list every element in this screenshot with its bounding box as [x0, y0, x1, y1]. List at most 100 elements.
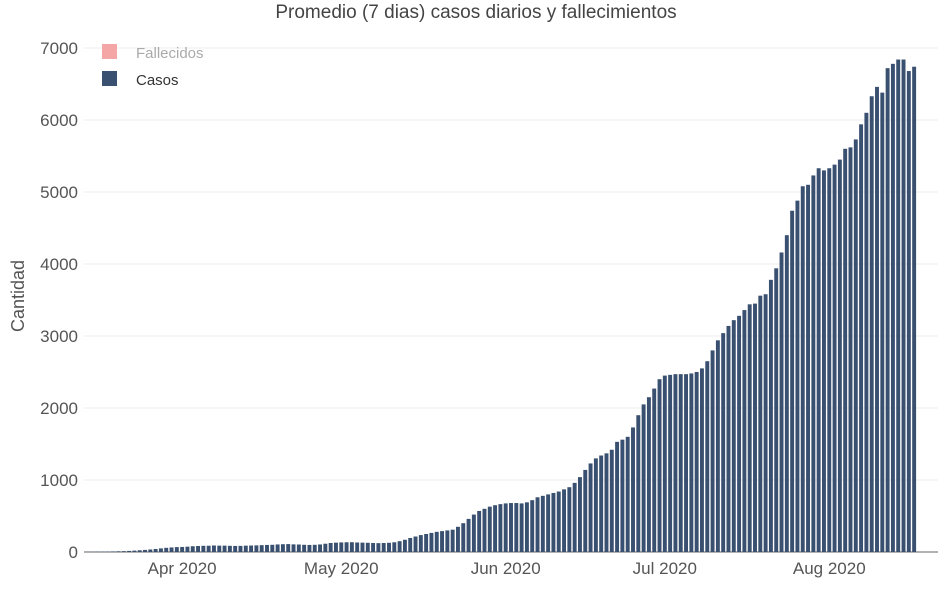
bar-casos — [424, 534, 428, 552]
legend-label-fallecidos: Fallecidos — [136, 45, 204, 62]
bar-casos — [180, 547, 184, 552]
bar-casos — [467, 519, 471, 552]
bar-casos — [297, 545, 301, 552]
bar-casos — [371, 543, 375, 552]
bar-casos — [663, 376, 667, 552]
bar-casos — [217, 546, 221, 552]
bar-casos — [334, 543, 338, 552]
bar-casos — [546, 494, 550, 552]
bar-casos — [239, 546, 243, 552]
y-tick-label: 4000 — [40, 255, 78, 274]
bar-casos — [488, 507, 492, 552]
bar-casos — [520, 503, 524, 552]
bar-casos — [329, 543, 333, 552]
bar-casos — [445, 530, 449, 552]
bar-casos — [721, 333, 725, 552]
y-axis-label: Cantidad — [8, 260, 28, 332]
bar-casos — [764, 294, 768, 552]
x-tick-label: May 2020 — [304, 559, 379, 578]
bar-casos — [260, 545, 264, 552]
bar-casos — [122, 551, 126, 552]
bar-casos — [111, 551, 115, 552]
bar-casos — [700, 368, 704, 552]
bar-casos — [345, 542, 349, 552]
bar-casos — [631, 427, 635, 552]
bar-casos — [302, 545, 306, 552]
bar-casos — [573, 483, 577, 552]
bar-casos — [620, 440, 624, 552]
bar-casos — [504, 503, 508, 552]
bar-casos — [154, 549, 158, 552]
bar-casos — [849, 147, 853, 552]
bar-casos — [679, 374, 683, 552]
bar-casos — [742, 310, 746, 552]
bar-casos — [557, 492, 561, 552]
bar-casos — [318, 544, 322, 552]
bar-casos — [589, 463, 593, 552]
bar-casos — [748, 304, 752, 552]
bar-casos — [610, 450, 614, 552]
bar-casos — [774, 268, 778, 552]
bar-casos — [636, 415, 640, 552]
y-tick-label: 3000 — [40, 327, 78, 346]
bar-casos — [902, 60, 906, 552]
bar-casos — [132, 551, 136, 552]
bar-casos — [392, 542, 396, 552]
x-tick-label: Aug 2020 — [793, 559, 866, 578]
legend: Fallecidos Casos — [102, 44, 204, 89]
bar-casos — [790, 211, 794, 552]
bar-casos — [429, 533, 433, 552]
bar-casos — [727, 326, 731, 552]
bar-casos — [228, 546, 232, 552]
bar-casos — [615, 442, 619, 552]
bar-casos — [307, 545, 311, 552]
legend-label-casos: Casos — [136, 72, 179, 89]
bar-casos — [191, 546, 195, 552]
bar-casos — [695, 372, 699, 552]
bar-casos — [562, 489, 566, 552]
bar-casos — [387, 543, 391, 552]
bar-casos — [276, 544, 280, 552]
bar-casos — [833, 165, 837, 552]
bar-casos — [281, 544, 285, 552]
x-tick-label: Jul 2020 — [633, 559, 697, 578]
bar-casos — [673, 374, 677, 552]
bar-casos — [127, 551, 131, 552]
bar-casos — [159, 548, 163, 552]
bar-casos — [626, 437, 630, 552]
bar-casos — [398, 541, 402, 552]
bar-casos — [594, 458, 598, 552]
bar-casos — [148, 549, 152, 552]
bar-casos — [323, 544, 327, 552]
bar-casos — [461, 523, 465, 552]
bar-casos — [530, 500, 534, 552]
bar-casos — [207, 546, 211, 552]
bar-casos — [886, 68, 890, 552]
bar-casos — [827, 168, 831, 552]
bar-casos — [605, 453, 609, 552]
bar-casos — [896, 60, 900, 552]
bar-casos — [668, 375, 672, 552]
y-tick-label: 0 — [69, 543, 78, 562]
bar-casos — [732, 320, 736, 552]
bar-casos — [292, 544, 296, 552]
bar-casos — [339, 542, 343, 552]
bars — [85, 60, 916, 552]
bar-casos — [185, 547, 189, 552]
bar-casos — [361, 543, 365, 552]
bar-casos — [117, 551, 121, 552]
bar-casos — [170, 547, 174, 552]
bar-casos — [382, 543, 386, 552]
bar-casos — [414, 537, 418, 552]
y-tick-label: 2000 — [40, 399, 78, 418]
bar-casos — [541, 496, 545, 552]
bar-casos — [138, 550, 142, 552]
bar-casos — [223, 546, 227, 552]
legend-swatch-fallecidos — [102, 44, 117, 59]
bar-casos — [286, 544, 290, 552]
bar-casos — [647, 397, 651, 552]
